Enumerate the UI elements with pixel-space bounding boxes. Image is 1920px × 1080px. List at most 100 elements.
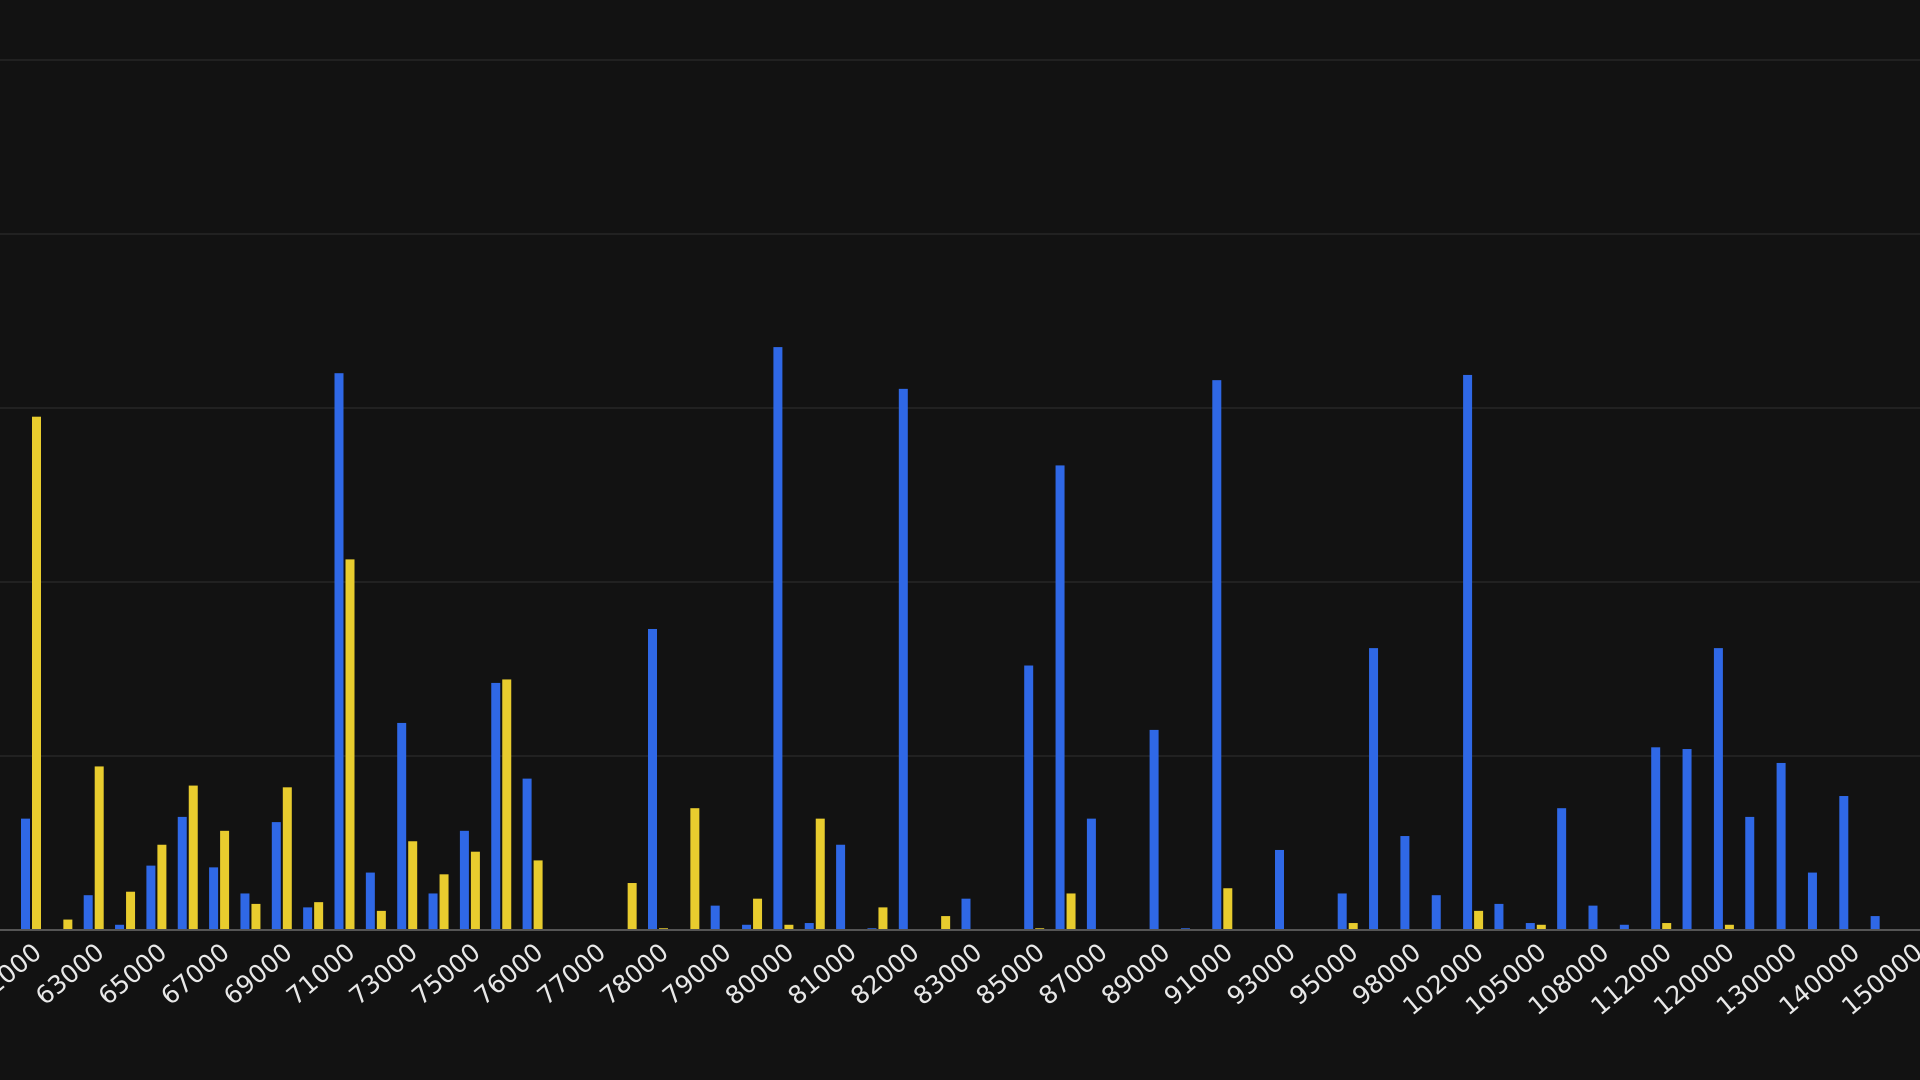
bar-series2-82500 (941, 916, 951, 930)
x-tick-label: 95000 (1284, 937, 1364, 1010)
x-tick-label: 82000 (845, 937, 925, 1010)
bar-series1-71000 (334, 373, 344, 930)
bar-series2-80500 (815, 818, 825, 930)
bar-series2-65000 (157, 844, 167, 930)
bar-series2-112000 (1662, 923, 1672, 930)
bar-series1-105000 (1525, 923, 1535, 930)
bar-series1-112000 (1651, 747, 1661, 930)
bar-series1-66000 (177, 816, 187, 930)
bar-series2-105000 (1536, 924, 1546, 930)
bar-series2-66000 (188, 785, 198, 930)
bar-series2-67000 (220, 830, 230, 930)
bar-series2-95000 (1348, 923, 1358, 930)
bar-series1-70000 (303, 907, 313, 930)
x-tick-label: 93000 (1221, 937, 1301, 1010)
bar-series1-95000 (1337, 893, 1347, 930)
bar-series1-80500 (804, 923, 814, 930)
bar-series1-82000 (898, 388, 908, 930)
bar-series2-81500 (878, 907, 888, 930)
bar-series2-64000 (126, 891, 136, 930)
bar-series1-106000 (1557, 808, 1567, 930)
bar-series2-78500 (690, 808, 700, 930)
bar-series1-83000 (961, 898, 971, 930)
bar-series1-130000 (1776, 762, 1786, 930)
x-tick-label: 85000 (970, 937, 1050, 1010)
bar-series1-81000 (836, 844, 846, 930)
bar-series2-68000 (251, 903, 261, 930)
bar-series2-69000 (282, 787, 292, 930)
bar-series2-120000 (1724, 924, 1734, 930)
bar-series1-135000 (1807, 872, 1817, 930)
bar-series2-75500 (502, 679, 512, 930)
x-tick-label: 63000 (30, 937, 110, 1010)
x-tick-label: 69000 (218, 937, 298, 1010)
bar-series2-70000 (314, 902, 324, 930)
x-tick-label: 80000 (720, 937, 800, 1010)
x-tick-label: 83000 (908, 937, 988, 1010)
bar-series1-85000 (1024, 665, 1034, 930)
x-tick-label: 91000 (1159, 937, 1239, 1010)
bar-series1-75500 (491, 682, 501, 930)
x-tick-label: 67000 (155, 937, 235, 1010)
x-tick-label: 73000 (343, 937, 423, 1010)
bar-series1-104000 (1494, 903, 1504, 930)
bar-series2-77500 (627, 883, 637, 930)
bar-series1-63000 (83, 895, 93, 930)
x-tick-label: 71000 (281, 937, 361, 1010)
bar-series1-74000 (428, 893, 438, 930)
bar-series1-110000 (1619, 924, 1629, 930)
bar-series1-61000 (21, 818, 30, 930)
bar-series1-98000 (1400, 836, 1410, 930)
bar-series2-80000 (784, 924, 794, 930)
bar-series1-73000 (397, 722, 407, 930)
x-tick-label: 76000 (469, 937, 549, 1010)
x-tick-labels: 6100063000650006700069000710007300075000… (0, 937, 1920, 1021)
x-tick-label: 78000 (594, 937, 674, 1010)
bar-series1-140000 (1839, 796, 1849, 930)
bar-series2-91000 (1223, 888, 1233, 930)
x-tick-label: 87000 (1033, 937, 1113, 1010)
x-tick-label: 65000 (93, 937, 173, 1010)
bar-series1-145000 (1870, 916, 1880, 930)
bar-series1-89000 (1149, 729, 1159, 930)
bars (21, 347, 1880, 931)
bar-series2-102000 (1474, 910, 1484, 930)
bar-series2-63000 (94, 766, 104, 930)
bar-series1-96000 (1369, 648, 1379, 930)
x-tick-label: 75000 (406, 937, 486, 1010)
bar-series2-62000 (63, 919, 73, 930)
gridlines (0, 59, 1920, 757)
bar-series1-68000 (240, 893, 250, 930)
x-tick-label: 79000 (657, 937, 737, 1010)
bar-series1-115000 (1682, 749, 1692, 930)
bar-series1-93000 (1275, 849, 1284, 930)
bar-series1-87000 (1086, 818, 1096, 930)
bar-series1-100000 (1431, 895, 1441, 930)
bar-series1-86000 (1055, 465, 1065, 930)
bar-series1-80000 (773, 347, 783, 931)
bar-series1-79000 (710, 905, 720, 930)
bar-series2-72000 (376, 910, 386, 930)
bar-series2-86000 (1066, 893, 1076, 930)
x-tick-label: 81000 (782, 937, 862, 1010)
bar-series2-73000 (408, 841, 418, 930)
x-tick-label: 77000 (532, 937, 612, 1010)
bar-series1-120000 (1713, 648, 1723, 930)
bar-series1-72000 (365, 872, 375, 930)
bar-series1-76000 (522, 778, 532, 930)
x-tick-label: 89000 (1096, 937, 1176, 1010)
bar-series1-102000 (1463, 374, 1473, 930)
bar-series1-91000 (1212, 380, 1222, 930)
bar-series1-75000 (459, 830, 469, 930)
bar-series2-79500 (753, 898, 763, 930)
bar-series1-64000 (115, 924, 125, 930)
bar-series1-108000 (1588, 905, 1598, 930)
bar-series1-69000 (271, 822, 281, 930)
bar-series2-76000 (533, 860, 543, 930)
bar-series1-65000 (146, 865, 156, 930)
bar-series2-71000 (345, 559, 355, 930)
bar-series1-79500 (742, 924, 752, 930)
bar-series1-78000 (648, 628, 657, 930)
bar-series1-125000 (1745, 816, 1755, 930)
